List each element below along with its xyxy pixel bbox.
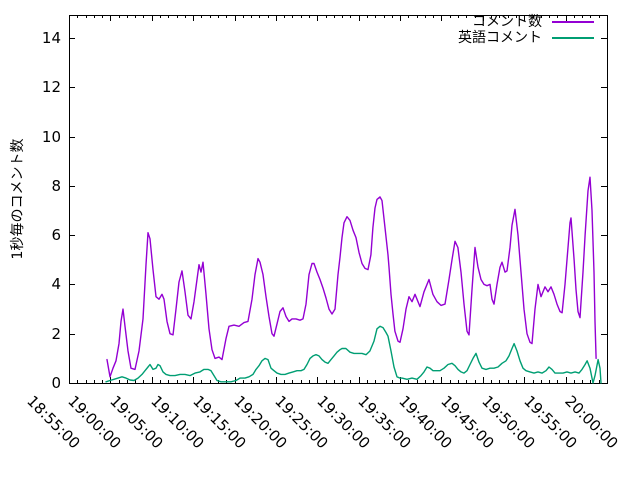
y-tick-label: 14: [41, 29, 61, 47]
legend-line-sample-comments: [552, 21, 594, 23]
y-tick-label: 10: [41, 128, 61, 146]
y-axis-title: 1秒毎のコメント数: [10, 138, 26, 260]
legend: コメント数 英語コメント: [458, 14, 594, 46]
legend-label-comments: コメント数: [472, 14, 542, 30]
y-tick-label: 0: [51, 374, 61, 392]
y-tick-label: 6: [51, 226, 61, 244]
y-tick-label: 2: [51, 325, 61, 343]
y-tick-label: 4: [51, 275, 61, 293]
series-line-0: [106, 176, 597, 378]
legend-label-english-comments: 英語コメント: [458, 30, 542, 46]
legend-entry-comments: コメント数: [458, 14, 594, 30]
plot-border: [69, 15, 608, 384]
series-line-1: [105, 325, 602, 384]
y-tick-label: 12: [41, 78, 61, 96]
legend-entry-english-comments: 英語コメント: [458, 30, 594, 46]
y-tick-label: 8: [51, 177, 61, 195]
legend-line-sample-english-comments: [552, 37, 594, 39]
